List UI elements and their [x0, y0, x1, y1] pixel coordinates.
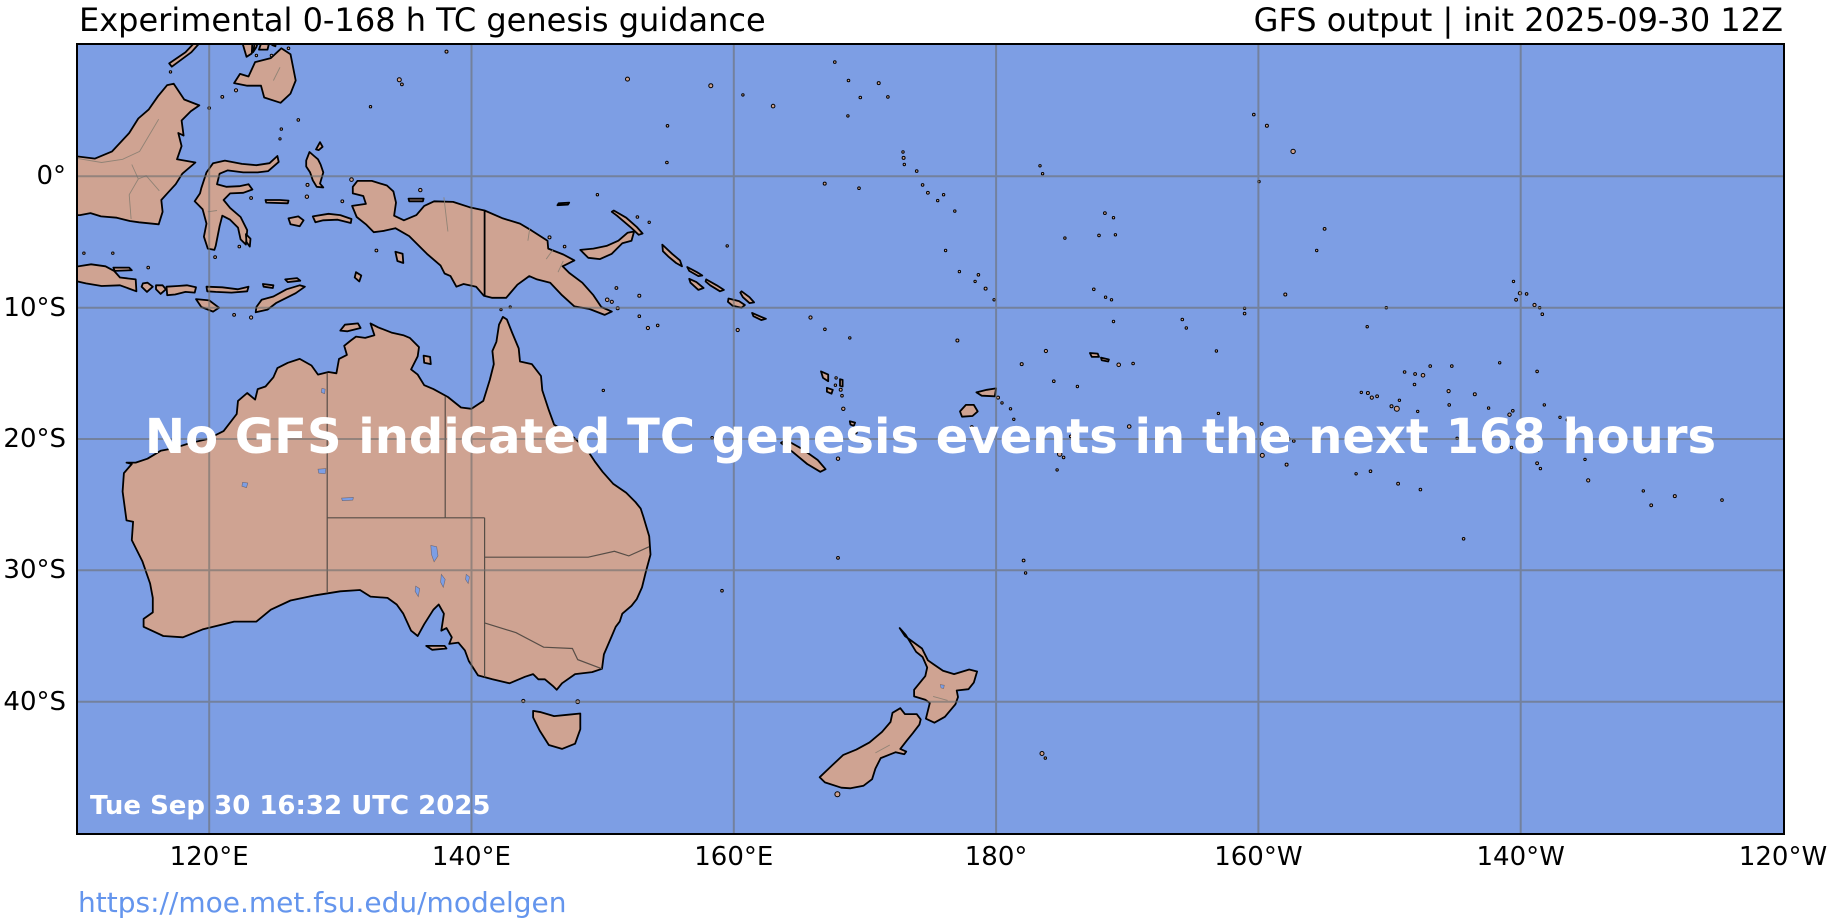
landmass	[661, 243, 683, 268]
lake	[440, 573, 446, 589]
landmass	[165, 284, 197, 297]
issued-timestamp: Tue Sep 30 16:32 UTC 2025	[90, 791, 491, 821]
landmass	[264, 199, 290, 205]
landmass	[686, 266, 704, 277]
landmass	[422, 354, 432, 365]
landmass	[1089, 352, 1100, 358]
landmass	[205, 285, 250, 294]
landmass	[121, 316, 652, 691]
lake	[320, 388, 326, 395]
landmass	[254, 284, 306, 314]
landmass	[287, 215, 305, 228]
y-tick-label: 30°S	[3, 555, 66, 586]
landmass	[751, 312, 767, 321]
landmass	[780, 438, 827, 473]
landmass	[353, 271, 363, 283]
landmass	[271, 45, 277, 48]
x-tick-label: 140°E	[431, 842, 511, 872]
landmass	[1100, 356, 1110, 363]
lake	[465, 573, 470, 585]
landmass	[394, 250, 405, 264]
landmass	[425, 645, 448, 651]
landmass	[820, 370, 830, 383]
graticule	[78, 45, 1783, 833]
landmass	[305, 151, 325, 189]
landmass	[155, 284, 167, 295]
model-init-label: GFS output | init 2025-09-30 12Z	[1253, 1, 1783, 39]
lake	[430, 545, 439, 563]
landmass	[112, 266, 133, 272]
landmass	[78, 263, 138, 293]
landmass	[848, 420, 856, 427]
x-tick-label: 160°W	[1214, 842, 1303, 872]
landmass	[78, 82, 201, 226]
landmass	[339, 322, 362, 333]
lake	[241, 481, 249, 488]
landmass	[252, 45, 258, 54]
landmass	[739, 290, 755, 304]
province-borders	[78, 67, 948, 754]
no-genesis-message: No GFS indicated TC genesis events in th…	[144, 409, 1717, 465]
y-tick-label: 0°	[36, 161, 66, 192]
landmass	[168, 45, 200, 68]
landmass	[193, 155, 280, 251]
lake	[341, 497, 354, 502]
map-canvas	[78, 45, 1783, 833]
lake	[317, 468, 327, 475]
landmass	[959, 404, 979, 418]
x-tick-label: 160°E	[694, 842, 774, 872]
y-tick-label: 10°S	[3, 292, 66, 323]
landmass	[242, 45, 254, 58]
landmass	[704, 278, 725, 293]
y-tick-label: 40°S	[3, 686, 66, 717]
landmass	[351, 180, 613, 316]
landmass	[233, 47, 297, 104]
map-panel: No GFS indicated TC genesis events in th…	[76, 43, 1785, 835]
landmass	[140, 281, 154, 293]
figure-title: Experimental 0-168 h TC genesis guidance	[79, 1, 766, 39]
landmass	[258, 45, 270, 51]
lakes	[241, 388, 945, 689]
landmass	[407, 197, 425, 203]
x-tick-label: 140°W	[1476, 842, 1565, 872]
landmass	[818, 707, 922, 790]
landmass	[532, 710, 582, 750]
landmass	[262, 283, 275, 289]
source-url-link[interactable]: https://moe.met.fsu.edu/modelgen	[78, 886, 567, 919]
landmass	[284, 277, 302, 283]
landmass	[245, 233, 252, 248]
small-islands	[82, 46, 1724, 798]
landmass	[839, 378, 844, 388]
landmass	[315, 141, 324, 151]
x-tick-label: 120°W	[1738, 842, 1828, 872]
landmass	[556, 201, 571, 207]
landmass	[826, 386, 834, 395]
state-borders	[326, 372, 650, 678]
landmass	[610, 209, 644, 236]
x-tick-label: 120°E	[169, 842, 249, 872]
landmass	[311, 212, 353, 224]
landmass	[579, 230, 635, 260]
lake	[414, 585, 421, 598]
x-tick-label: 180°	[964, 842, 1028, 872]
y-tick-label: 20°S	[3, 424, 66, 454]
land-polygons	[78, 45, 1110, 790]
lake	[939, 684, 945, 689]
landmass	[688, 277, 705, 291]
